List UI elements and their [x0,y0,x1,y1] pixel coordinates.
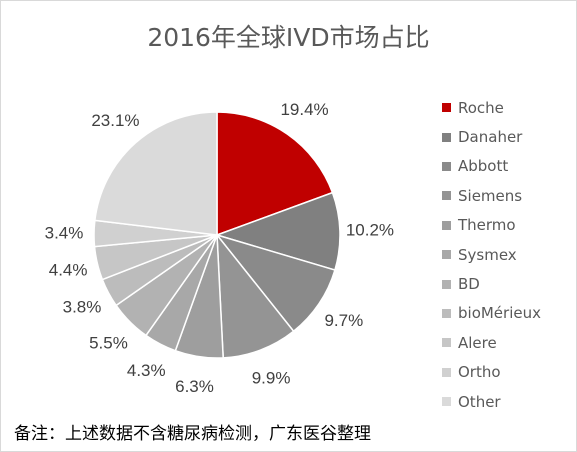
value-label-abbott: 9.7% [324,311,363,330]
legend-label: Other [458,392,501,411]
legend-label: BD [458,275,480,294]
legend-label: Thermo [458,216,516,235]
value-label-other: 23.1% [91,111,139,130]
legend-swatch [442,338,451,348]
legend-label: bioMérieux [458,304,541,323]
footnote: 备注：上述数据不含糖尿病检测，广东医谷整理 [14,424,371,444]
legend-swatch [442,161,451,171]
legend-label: Ortho [458,363,501,382]
legend-item-siemens: Siemens [442,181,541,210]
legend-item-danaher: Danaher [442,122,541,151]
legend-item-abbott: Abbott [442,152,541,181]
value-label-alere: 4.4% [49,261,88,280]
chart-title: 2016年全球IVD市场占比 [147,23,430,52]
legend-item-roche: Roche [442,93,541,122]
legend-item-sysmex: Sysmex [442,240,541,269]
pie-slice-danaher [214,191,341,271]
legend-swatch [442,367,451,377]
legend-item-bd: BD [442,269,541,298]
value-label-roche: 19.4% [280,100,328,119]
legend-item-alere: Alere [442,328,541,357]
legend-swatch [442,103,451,113]
pie-slice-other [94,111,218,236]
legend: Roche Danaher Abbott Siemens Thermo Sysmex BD b… [442,93,541,416]
value-label-siemens: 9.9% [252,369,291,388]
pie-slice-roche [216,111,334,237]
value-label-thermo: 6.3% [175,377,214,396]
legend-swatch [442,132,451,142]
legend-label: Alere [458,333,497,352]
value-label-danaher: 10.2% [346,221,394,240]
legend-swatch [442,191,451,201]
legend-label: Sysmex [458,245,517,264]
legend-swatch [442,220,451,230]
value-label-biomerieux: 3.8% [63,298,102,317]
legend-swatch [442,279,451,289]
value-label-ortho: 3.4% [45,224,84,243]
pie-slices [93,111,341,359]
legend-item-other: Other [442,387,541,416]
legend-label: Siemens [458,186,523,205]
legend-label: Roche [458,98,504,117]
legend-item-ortho: Ortho [442,358,541,387]
pie-value-labels: 19.4% 10.2% 9.7% 9.9% 6.3% 4.3% 5.5% 3.8% 4.4% 3.… [45,100,394,396]
legend-item-thermo: Thermo [442,211,541,240]
legend-label: Abbott [458,157,509,176]
legend-label: Danaher [458,128,523,147]
legend-item-biomerieux: bioMérieux [442,299,541,328]
pie-slice-siemens [216,232,295,359]
pie-slice-abbott [214,233,336,333]
legend-swatch [442,308,451,318]
legend-swatch [442,397,451,407]
value-label-bd: 5.5% [89,333,128,352]
value-label-sysmex: 4.3% [127,361,166,380]
legend-swatch [442,250,451,260]
